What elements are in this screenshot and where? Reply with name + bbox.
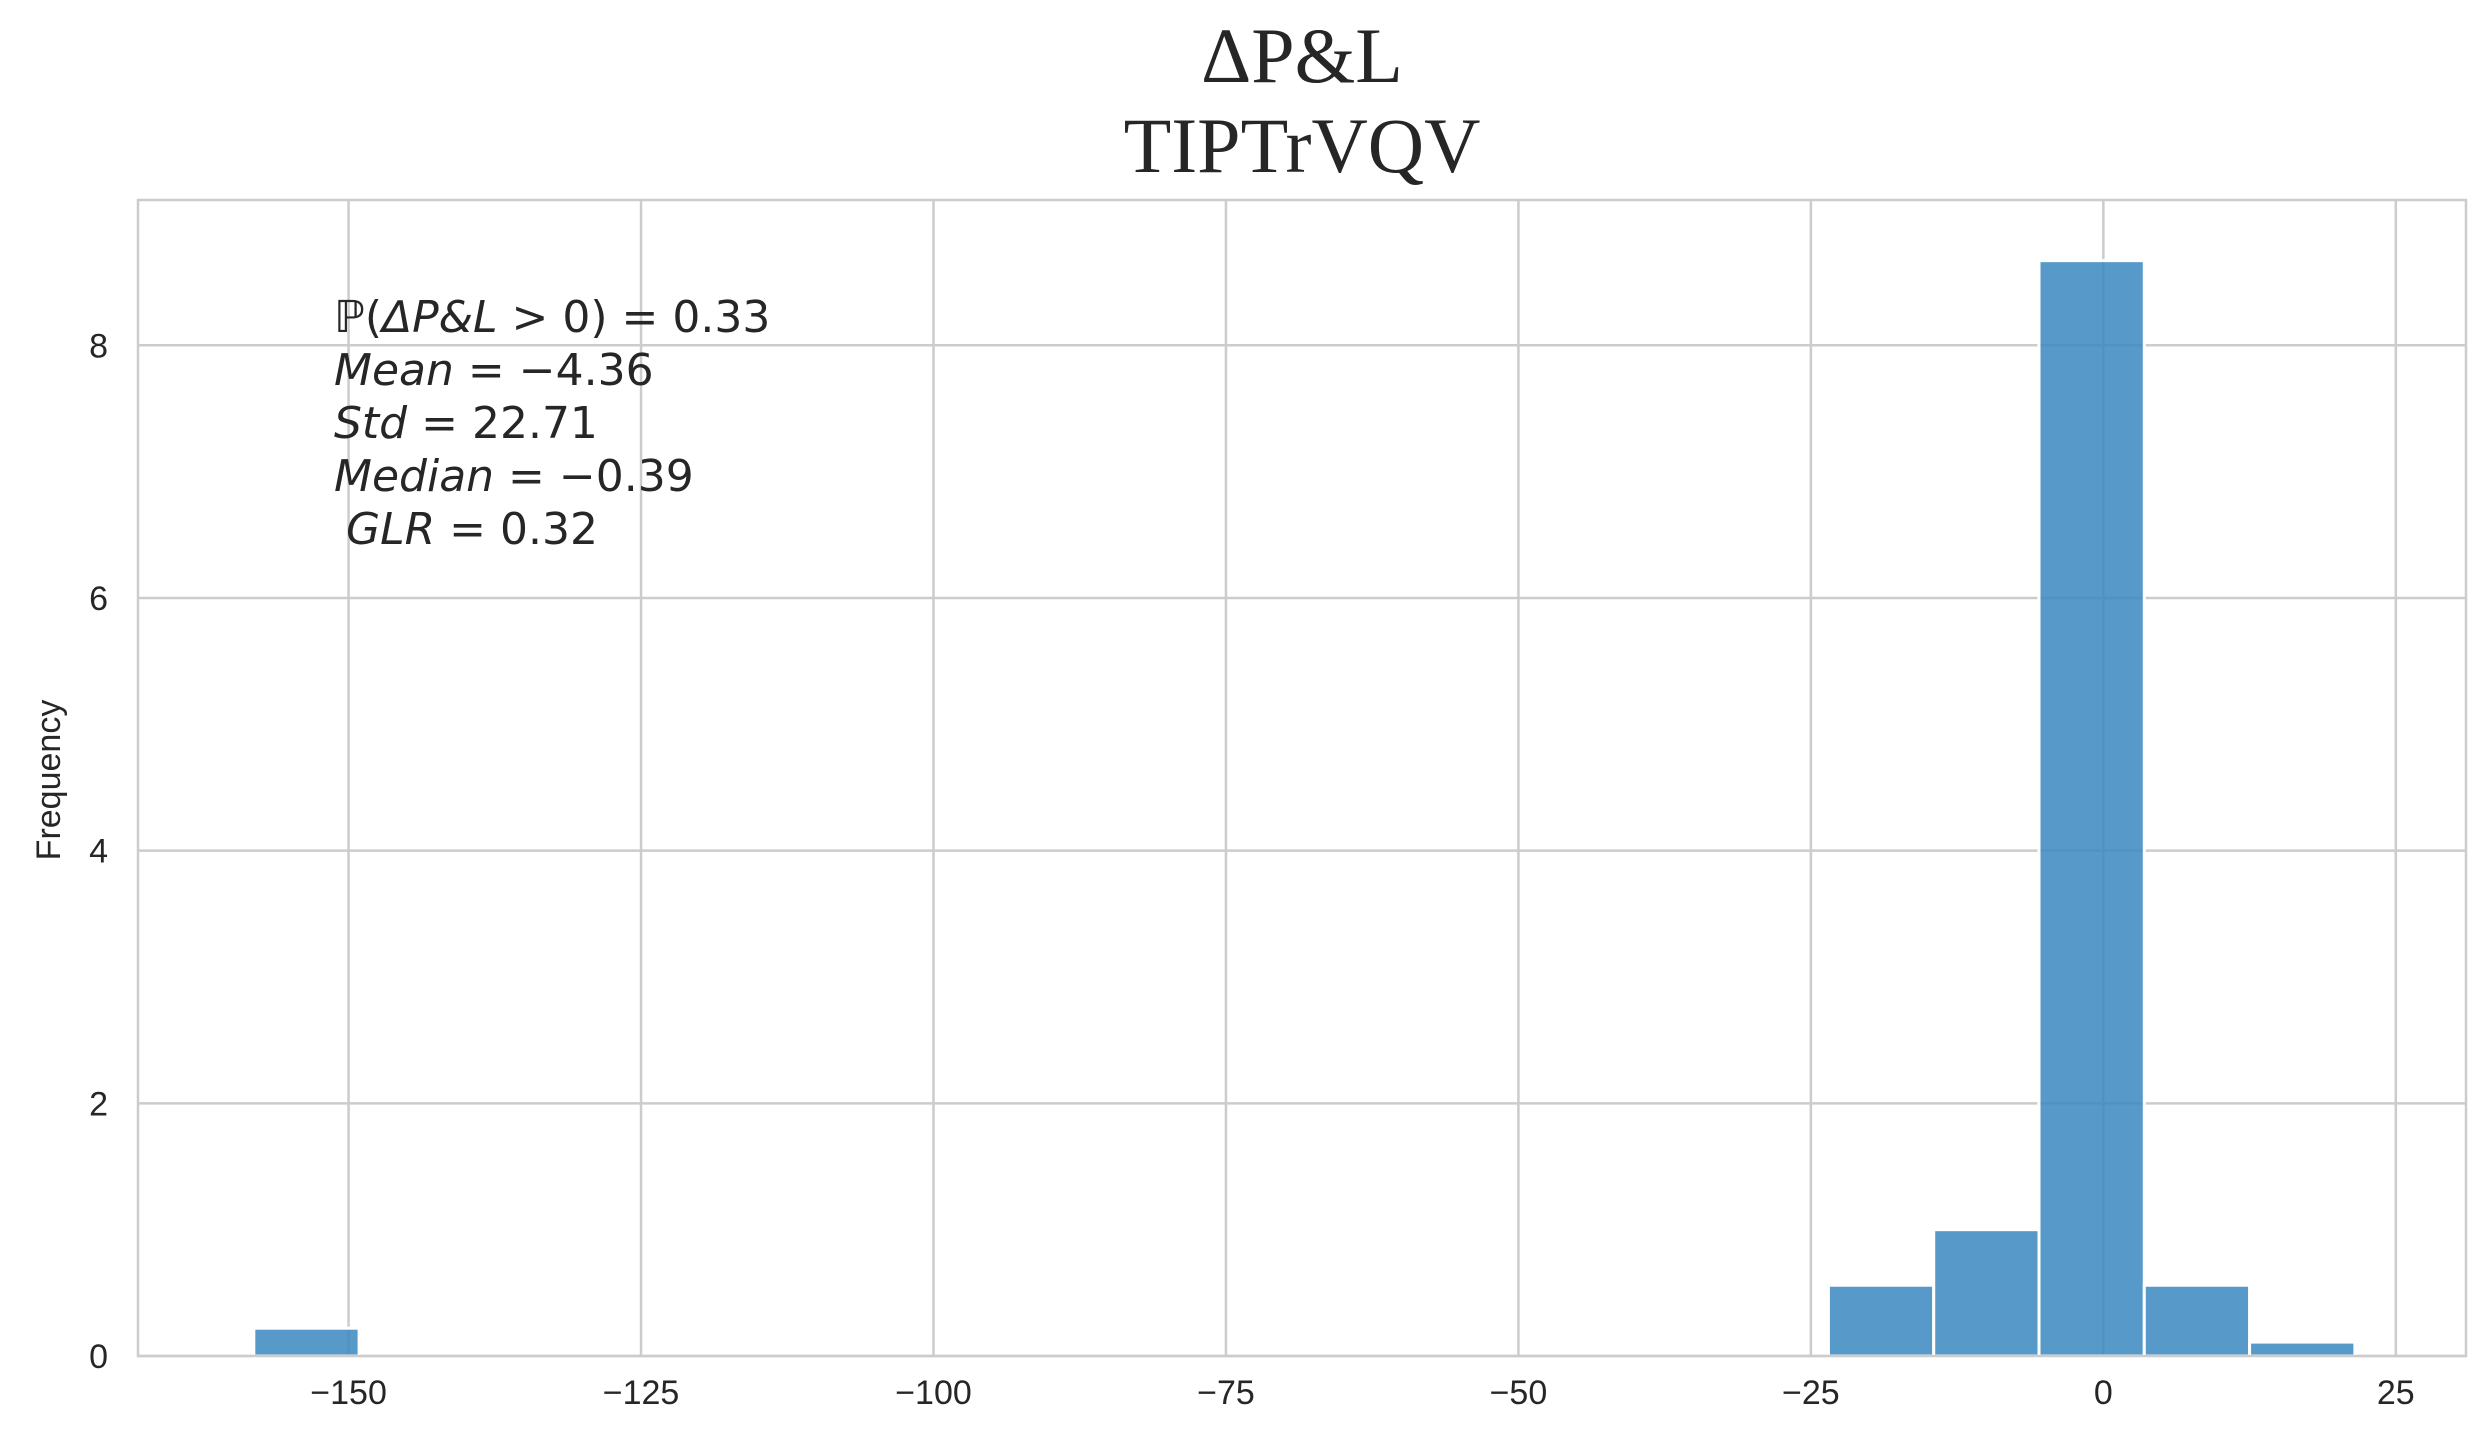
x-tick-label: 25	[2377, 1374, 2415, 1412]
stats-annotation: ℙ(ΔP&L > 0) = 0.33 Mean = −4.36 Std = 22…	[334, 292, 770, 555]
x-tick-label: −75	[1197, 1374, 1255, 1412]
x-axis-ticks: −150 −125 −100 −75 −50 −25 0 25	[310, 1374, 2414, 1412]
y-tick-label: 8	[89, 327, 108, 365]
y-tick-label: 6	[89, 580, 108, 618]
histogram-bars	[252, 259, 2357, 1358]
y-axis-ticks: 0 2 4 6 8	[89, 327, 108, 1376]
y-tick-label: 2	[89, 1085, 108, 1123]
x-tick-label: −125	[603, 1374, 680, 1412]
annotation-std: Std = 22.71	[334, 398, 598, 449]
histogram-bar	[2142, 1283, 2252, 1358]
x-tick-label: −25	[1782, 1374, 1840, 1412]
plot-frame	[136, 198, 2468, 1358]
annotation-glr: GLR = 0.32	[346, 504, 598, 555]
plot-border	[136, 198, 2468, 1358]
histogram-bar	[2037, 259, 2146, 1358]
y-tick-label: 4	[89, 833, 108, 871]
chart-subtitle: TIPTrVQV	[1124, 102, 1481, 189]
annotation-mean: Mean = −4.36	[334, 345, 654, 396]
chart-title: ΔP&L	[1201, 12, 1403, 99]
x-tick-label: −50	[1490, 1374, 1548, 1412]
histogram-bar	[1932, 1228, 2041, 1358]
histogram-bar	[1826, 1283, 1936, 1358]
x-tick-label: −150	[310, 1374, 387, 1412]
histogram-bar	[2248, 1340, 2357, 1358]
y-tick-label: 0	[89, 1338, 108, 1376]
annotation-median: Median = −0.39	[334, 451, 694, 502]
y-axis-label: Frequency	[30, 700, 68, 861]
annotation-prob-positive: ℙ(ΔP&L > 0) = 0.33	[334, 292, 770, 343]
x-tick-label: −100	[895, 1374, 972, 1412]
histogram-bar	[252, 1326, 361, 1358]
x-tick-label: 0	[2094, 1374, 2113, 1412]
